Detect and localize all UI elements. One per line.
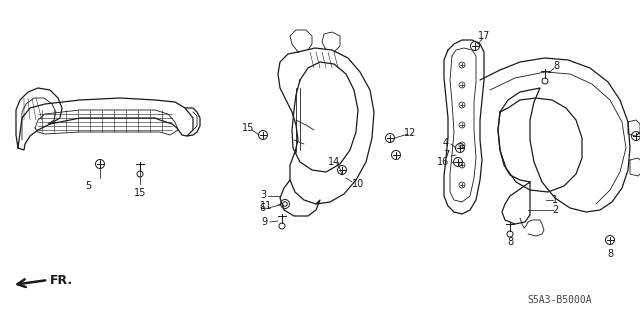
Text: 8: 8 bbox=[607, 249, 613, 259]
Text: 10: 10 bbox=[352, 179, 364, 189]
Text: 9: 9 bbox=[262, 217, 268, 227]
Text: S5A3-B5000A: S5A3-B5000A bbox=[528, 295, 592, 305]
Text: FR.: FR. bbox=[50, 275, 73, 287]
Text: 15: 15 bbox=[134, 188, 146, 198]
Text: 16: 16 bbox=[436, 157, 449, 167]
Text: 3: 3 bbox=[260, 190, 266, 200]
Text: 17: 17 bbox=[478, 31, 490, 41]
Text: 1: 1 bbox=[552, 195, 558, 205]
Text: 12: 12 bbox=[404, 128, 416, 138]
Text: 15: 15 bbox=[242, 123, 254, 133]
Text: 2: 2 bbox=[552, 205, 558, 215]
Text: 6: 6 bbox=[260, 203, 266, 213]
Text: 4: 4 bbox=[443, 138, 449, 148]
Text: 8: 8 bbox=[553, 61, 559, 71]
Text: 8: 8 bbox=[507, 237, 513, 247]
Text: 11: 11 bbox=[260, 201, 272, 211]
Text: 14: 14 bbox=[328, 157, 340, 167]
Text: 5: 5 bbox=[85, 181, 91, 191]
Text: 7: 7 bbox=[443, 150, 449, 160]
